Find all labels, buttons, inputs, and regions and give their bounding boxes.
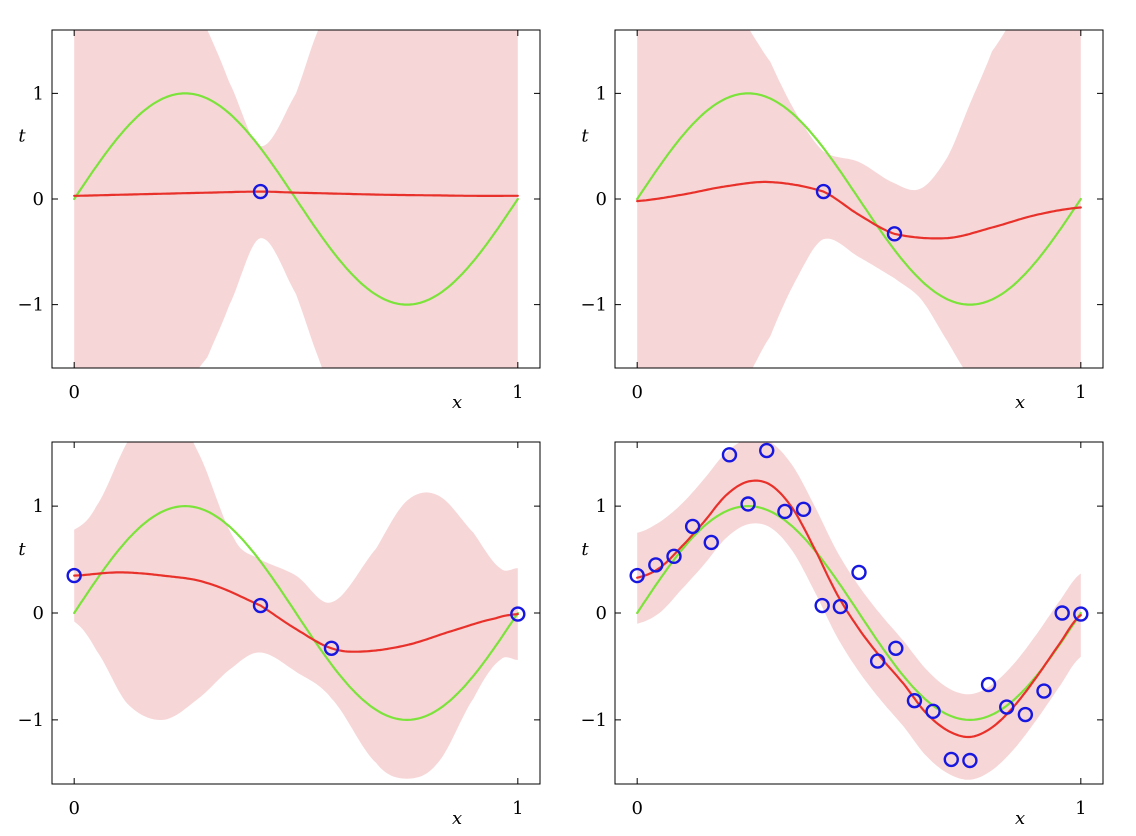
data-point xyxy=(1073,606,1089,622)
data-point xyxy=(999,699,1015,715)
chart-panel-top-left: −1 0 1 0 1 x t xyxy=(17,29,541,413)
data-point xyxy=(869,653,886,669)
data-point xyxy=(666,548,682,565)
data-point xyxy=(66,567,82,584)
data-point xyxy=(888,640,904,656)
data-point xyxy=(1017,706,1034,723)
y-tick-label: 1 xyxy=(33,496,44,517)
data-point xyxy=(510,606,526,622)
y-tick-label: 0 xyxy=(596,189,607,210)
y-tick-label: 0 xyxy=(33,603,44,624)
x-tick-label: 1 xyxy=(1075,798,1086,819)
data-point xyxy=(851,564,867,581)
plot-area xyxy=(636,442,1082,780)
plot-area xyxy=(73,442,519,779)
data-point xyxy=(252,183,269,200)
chart-panel-top-right: −1 0 1 0 1 x t xyxy=(580,29,1104,413)
y-tick-label: −1 xyxy=(17,710,44,731)
data-point xyxy=(648,557,664,573)
predictive-mean-line xyxy=(73,571,519,653)
y-tick-label: −1 xyxy=(580,710,607,731)
y-axis-label: t xyxy=(18,539,26,560)
data-point xyxy=(323,640,340,656)
uncertainty-band xyxy=(74,442,518,779)
data-point xyxy=(832,598,849,615)
y-tick-label: 0 xyxy=(596,603,607,624)
x-axis-label: x xyxy=(1015,392,1025,413)
y-axis-label: t xyxy=(581,126,589,147)
x-tick-label: 1 xyxy=(1075,382,1086,403)
uncertainty-band xyxy=(74,30,518,368)
data-point xyxy=(943,751,959,768)
data-point xyxy=(1036,683,1052,699)
x-axis-label: x xyxy=(452,392,462,413)
x-tick-label: 1 xyxy=(512,382,523,403)
data-point xyxy=(980,676,997,693)
chart-panel-bottom-right: −1 0 1 0 1 x t xyxy=(580,441,1104,829)
x-axis-label: x xyxy=(1015,808,1025,829)
data-point xyxy=(684,518,701,535)
y-axis-label: t xyxy=(18,126,26,147)
y-tick-label: −1 xyxy=(17,295,44,316)
data-point xyxy=(795,501,812,518)
true-function-line xyxy=(73,92,519,306)
x-tick-label: 0 xyxy=(631,382,642,403)
data-point xyxy=(629,567,645,584)
data-point xyxy=(906,692,923,709)
x-tick-label: 0 xyxy=(68,382,79,403)
predictive-mean-line xyxy=(73,190,519,197)
y-tick-label: −1 xyxy=(580,295,607,316)
y-tick-label: 1 xyxy=(33,83,44,104)
predictive-mean-line xyxy=(636,180,1082,240)
data-point xyxy=(721,447,738,463)
data-point xyxy=(740,496,756,512)
uncertainty-band xyxy=(637,30,1081,368)
data-point xyxy=(777,503,793,520)
y-tick-label: 0 xyxy=(33,189,44,210)
data-point xyxy=(703,534,719,551)
data-point xyxy=(814,597,830,614)
x-axis-label: x xyxy=(452,808,462,829)
x-tick-label: 1 xyxy=(512,798,523,819)
chart-panel-bottom-left: −1 0 1 0 1 x t xyxy=(17,441,541,829)
data-point xyxy=(759,442,775,459)
y-axis-label: t xyxy=(581,539,589,560)
data-point xyxy=(1054,605,1070,621)
true-function-line xyxy=(636,92,1082,306)
data-point xyxy=(886,226,903,242)
x-tick-label: 0 xyxy=(68,798,79,819)
true-function-line xyxy=(73,505,519,721)
true-function-line xyxy=(636,505,1082,721)
plot-area xyxy=(73,30,519,368)
plot-area xyxy=(636,30,1082,368)
y-tick-label: 1 xyxy=(596,83,607,104)
x-tick-label: 0 xyxy=(631,798,642,819)
uncertainty-band xyxy=(637,442,1081,780)
data-point xyxy=(252,597,269,614)
data-point xyxy=(925,703,941,720)
data-point xyxy=(815,183,832,200)
y-tick-label: 1 xyxy=(596,496,607,517)
data-point xyxy=(962,752,978,769)
